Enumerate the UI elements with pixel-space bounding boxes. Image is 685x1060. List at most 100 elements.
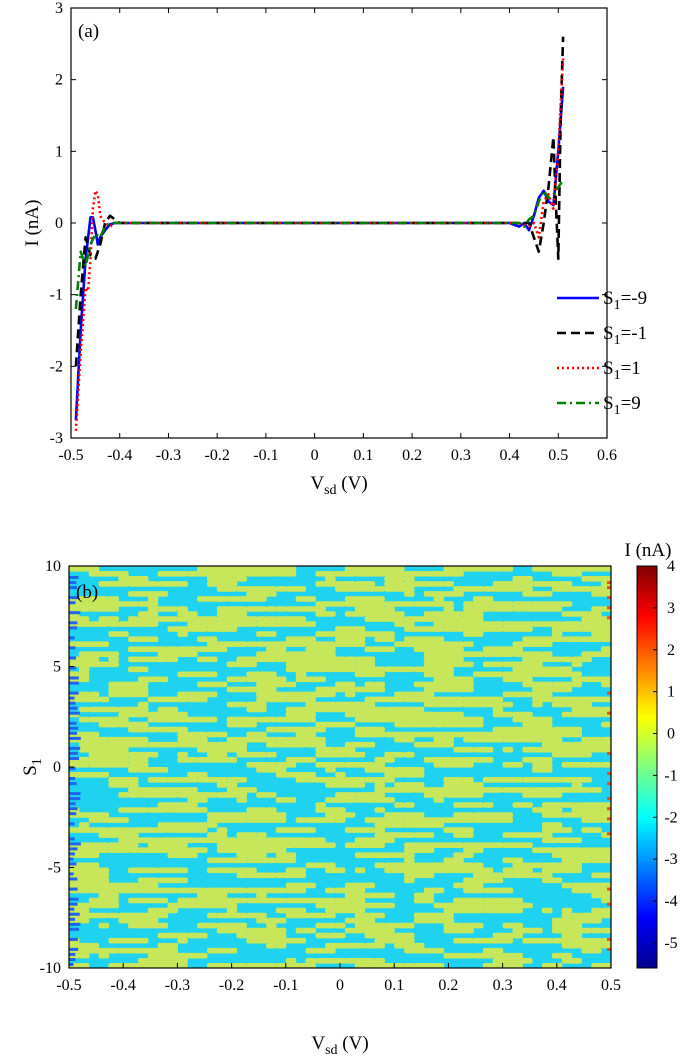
heatmap-cell (315, 922, 326, 929)
heatmap-cell (325, 706, 346, 713)
heatmap-cell (413, 912, 454, 919)
heatmap-cell (473, 817, 513, 823)
y-tick-label: -1 (50, 287, 63, 304)
heatmap-cell (226, 581, 238, 587)
heatmap-edge-cell (69, 802, 76, 806)
heatmap-cell (88, 606, 119, 612)
heatmap-cell (344, 691, 356, 698)
heatmap-cell (266, 726, 307, 733)
heatmap-cell (512, 641, 553, 647)
panel-a-y-ticks: -3 -2 -1 0 1 2 3 (50, 0, 607, 447)
heatmap-cell (591, 741, 611, 748)
heatmap-cell (423, 661, 454, 668)
heatmap-cell (354, 726, 385, 733)
heatmap-cell (443, 716, 484, 723)
heatmap-cell (482, 902, 504, 909)
heatmap-cell (187, 932, 208, 939)
heatmap-cell (561, 621, 582, 627)
heatmap-cell (275, 616, 307, 622)
heatmap-cell (69, 942, 100, 949)
heatmap-cell (285, 887, 307, 894)
heatmap-cell (571, 656, 592, 663)
heatmap-cell (275, 736, 287, 743)
heatmap-cell (374, 636, 395, 642)
heatmap-cell (335, 571, 356, 577)
heatmap-cell (502, 701, 514, 708)
heatmap-cell (69, 641, 109, 647)
heatmap-edge-cell (607, 887, 611, 891)
heatmap-edge-cell (69, 822, 75, 826)
heatmap-edge-cell (69, 797, 81, 801)
heatmap-cell (118, 792, 129, 798)
heatmap-cell (88, 762, 129, 768)
heatmap-cell (502, 787, 533, 793)
heatmap-edge-cell (69, 963, 74, 966)
heatmap-cell (344, 917, 376, 924)
heatmap-cell (118, 887, 139, 894)
heatmap-cell (443, 922, 464, 929)
heatmap-cell (246, 812, 287, 818)
heatmap-cell (551, 586, 592, 592)
heatmap-cell (138, 601, 159, 607)
heatmap-cell (443, 907, 454, 914)
heatmap-cell (266, 937, 307, 944)
heatmap-cell (463, 887, 484, 894)
heatmap-cell (482, 802, 494, 808)
heatmap-cell (344, 958, 376, 964)
heatmap-cell (246, 591, 277, 597)
heatmap-cell (325, 767, 336, 773)
heatmap-cell (315, 762, 346, 768)
y-tick-label: 0 (53, 759, 61, 776)
heatmap-cell (394, 721, 435, 728)
heatmap-edge-cell (69, 696, 75, 700)
heatmap-cell (532, 686, 553, 693)
heatmap-cell (108, 887, 119, 894)
heatmap-cell (216, 621, 257, 627)
heatmap-cell (443, 777, 464, 783)
heatmap-cell (423, 686, 454, 693)
heatmap-cell (433, 817, 474, 823)
heatmap-cell (128, 847, 139, 853)
heatmap-edge-cell (69, 958, 76, 961)
heatmap-cell (344, 741, 376, 748)
heatmap-cell (315, 721, 356, 728)
heatmap-cell (581, 676, 611, 683)
heatmap-cell (256, 651, 287, 657)
heatmap-cell (532, 787, 553, 793)
heatmap-edge-cell (69, 847, 78, 851)
heatmap-cell (551, 696, 583, 703)
heatmap-cell (128, 726, 149, 733)
heatmap-edge-cell (607, 937, 611, 941)
heatmap-cell (394, 767, 425, 773)
heatmap-cell (354, 792, 385, 798)
heatmap-cell (413, 681, 445, 688)
heatmap-cell (551, 631, 563, 637)
heatmap-cell (571, 912, 583, 919)
heatmap-cell (118, 711, 149, 718)
heatmap-edge-cell (69, 897, 79, 901)
heatmap-cell (601, 626, 611, 632)
heatmap-cell (98, 952, 110, 959)
heatmap-cell (285, 706, 297, 713)
heatmap-cell (463, 661, 474, 668)
heatmap-cell (78, 947, 119, 954)
heatmap-cell (256, 696, 267, 703)
heatmap-cell (78, 706, 90, 713)
heatmap-cell (256, 621, 287, 627)
heatmap-cell (335, 777, 366, 783)
heatmap-cell (246, 606, 267, 612)
heatmap-cell (344, 611, 366, 617)
heatmap-cell (482, 907, 523, 914)
heatmap-cell (571, 676, 583, 683)
x-tick-label: -0.3 (156, 447, 181, 464)
heatmap-cell (413, 646, 445, 652)
heatmap-cell (147, 696, 188, 703)
heatmap-cell (384, 566, 405, 572)
heatmap-cell (571, 741, 592, 748)
heatmap-cell (157, 581, 188, 587)
heatmap-cell (246, 912, 267, 919)
heatmap-cell (591, 591, 611, 597)
heatmap-cell (374, 757, 395, 763)
heatmap-cell (364, 932, 376, 939)
heatmap-cell (542, 907, 553, 914)
